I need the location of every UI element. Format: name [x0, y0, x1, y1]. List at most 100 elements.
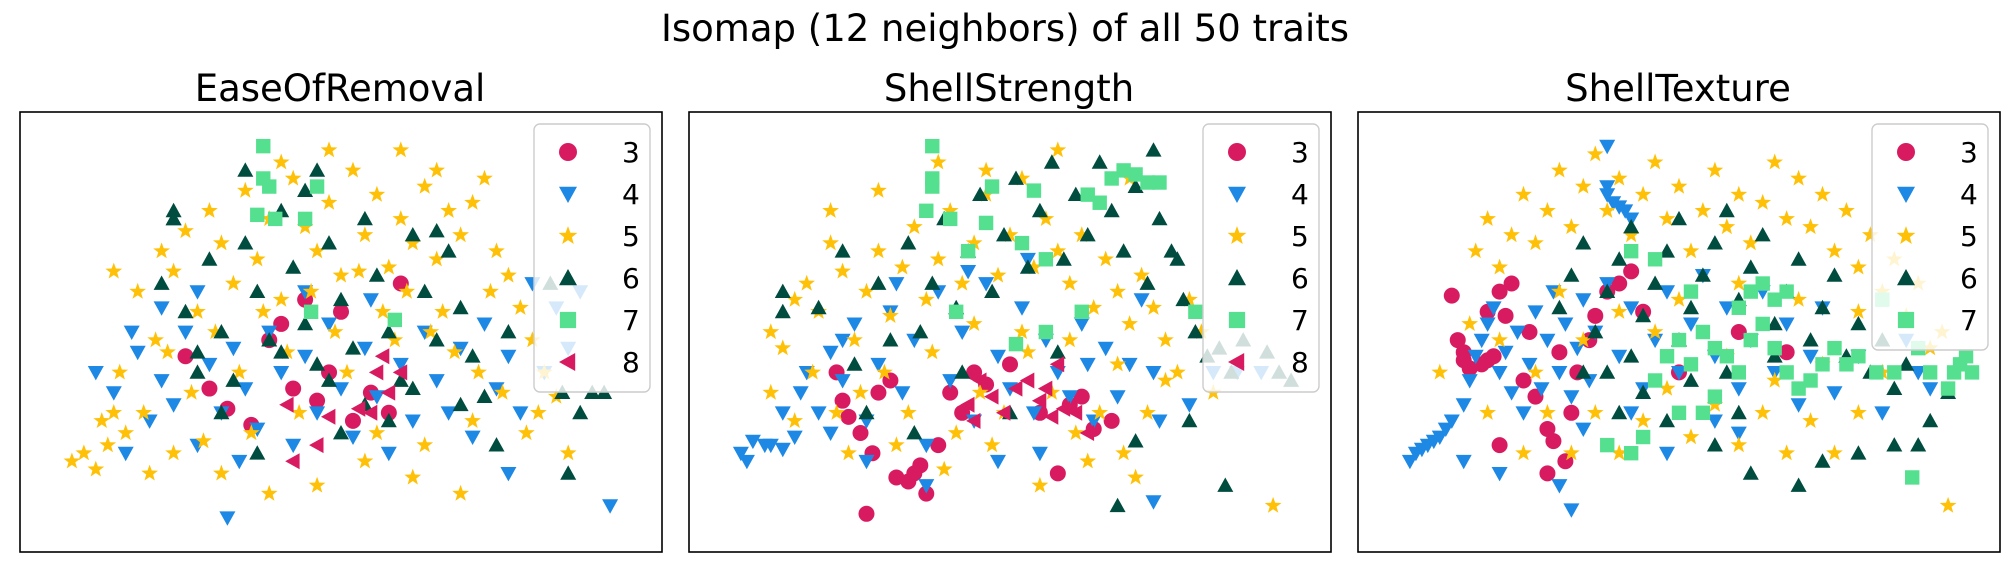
- point-class-6: [428, 223, 445, 238]
- point-class-5: [392, 210, 410, 226]
- point-class-3: [1539, 465, 1556, 482]
- point-class-6: [774, 303, 791, 319]
- point-class-8: [392, 364, 408, 381]
- point-class-6: [1635, 307, 1652, 323]
- point-class-5: [1850, 404, 1867, 420]
- axes-frame-shell-texture: [1357, 111, 2001, 553]
- point-class-6: [1587, 324, 1604, 339]
- point-class-4: [1922, 382, 1939, 397]
- point-class-4: [392, 357, 409, 373]
- point-class-8: [374, 348, 390, 365]
- point-class-4: [810, 406, 827, 421]
- point-class-5: [308, 476, 326, 493]
- point-class-4: [1401, 454, 1418, 470]
- point-class-4: [1491, 366, 1508, 381]
- point-class-5: [1778, 444, 1795, 461]
- point-class-4: [990, 454, 1006, 470]
- point-class-6: [1139, 275, 1156, 290]
- panel-title-ease-of-removal: EaseOfRemoval: [195, 67, 486, 110]
- point-class-4: [1659, 285, 1675, 300]
- point-class-6: [428, 332, 445, 347]
- point-class-3: [852, 425, 869, 441]
- point-class-5: [416, 177, 434, 194]
- point-class-4: [918, 438, 935, 454]
- point-class-5: [1610, 169, 1628, 186]
- point-class-7: [1188, 304, 1203, 319]
- point-class-4: [1533, 382, 1550, 397]
- point-class-5: [464, 193, 481, 210]
- point-class-4: [1145, 495, 1162, 510]
- legend-marker-8: [1228, 353, 1245, 371]
- point-class-3: [177, 348, 194, 365]
- point-class-4: [153, 374, 170, 389]
- point-class-4: [1443, 414, 1460, 429]
- point-class-6: [404, 227, 421, 242]
- point-class-7: [1743, 284, 1758, 299]
- point-class-5: [380, 258, 398, 275]
- point-class-4: [1563, 390, 1580, 405]
- legend-box: [1871, 123, 1989, 351]
- point-class-5: [350, 262, 368, 279]
- point-class-3: [870, 384, 887, 401]
- point-class-4: [464, 430, 481, 445]
- point-class-5: [111, 363, 129, 380]
- point-class-7: [1671, 405, 1687, 420]
- legend-marker-5: [1896, 226, 1916, 244]
- point-class-6: [1103, 202, 1120, 218]
- point-class-7: [1104, 171, 1119, 186]
- point-class-5: [1491, 331, 1508, 348]
- point-class-5: [213, 464, 230, 481]
- point-class-3: [1497, 307, 1514, 324]
- point-class-8: [362, 404, 378, 421]
- legend-shell-strength: 3 4 5 6 7 8: [1202, 123, 1320, 393]
- point-class-4: [762, 438, 779, 454]
- point-class-7: [1600, 437, 1615, 453]
- point-class-6: [1886, 437, 1903, 452]
- point-class-6: [1623, 348, 1640, 363]
- point-class-5: [1766, 371, 1783, 388]
- point-class-5: [1031, 476, 1049, 493]
- point-class-8: [279, 396, 294, 413]
- legend-label-4: 4: [1291, 178, 1309, 211]
- legend-label-3: 3: [1960, 136, 1978, 169]
- point-class-3: [1730, 324, 1747, 340]
- point-class-4: [1014, 301, 1030, 316]
- point-class-5: [870, 181, 887, 198]
- point-class-6: [416, 283, 433, 298]
- point-class-6: [1898, 356, 1915, 371]
- point-class-6: [500, 324, 517, 339]
- point-class-6: [1850, 445, 1867, 460]
- point-class-5: [231, 363, 248, 380]
- point-class-4: [440, 406, 457, 421]
- point-class-5: [1067, 424, 1085, 441]
- point-class-4: [249, 422, 266, 437]
- point-class-4: [774, 406, 791, 421]
- point-class-6: [1551, 299, 1568, 315]
- point-class-6: [1742, 259, 1759, 274]
- point-class-5: [63, 452, 81, 469]
- point-class-4: [822, 426, 839, 441]
- point-class-6: [996, 227, 1012, 242]
- point-class-5: [1527, 363, 1544, 380]
- point-class-6: [1169, 251, 1186, 266]
- point-class-5: [296, 218, 314, 235]
- point-class-7: [1922, 365, 1938, 380]
- point-class-5: [530, 404, 547, 420]
- legend-label-7: 7: [1960, 304, 1978, 337]
- point-class-7: [1074, 304, 1089, 319]
- point-class-5: [822, 234, 839, 251]
- point-class-6: [1115, 243, 1132, 258]
- point-class-4: [512, 406, 529, 421]
- legend-marker-4: [1897, 186, 1915, 203]
- point-class-7: [978, 215, 994, 231]
- point-class-5: [1718, 218, 1736, 235]
- point-class-5: [1563, 444, 1580, 461]
- legend-marker-7: [1228, 311, 1246, 329]
- point-class-6: [984, 283, 1001, 298]
- point-class-5: [1670, 177, 1688, 194]
- point-class-5: [1467, 242, 1484, 259]
- point-class-6: [1091, 154, 1108, 169]
- point-class-4: [1031, 446, 1048, 462]
- point-class-6: [1718, 364, 1735, 379]
- point-class-5: [971, 383, 989, 400]
